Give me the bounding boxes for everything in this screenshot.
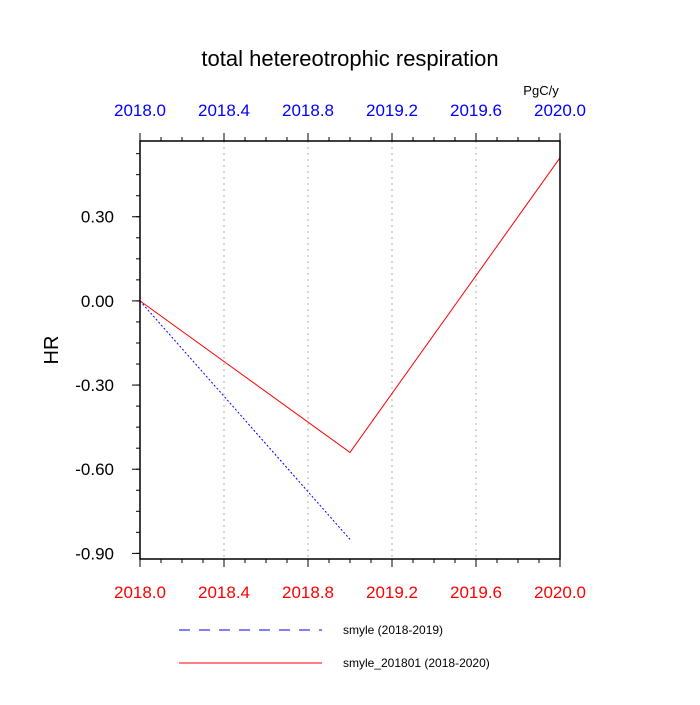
legend-label: smyle_201801 (2018-2020) (343, 656, 490, 670)
series-line (139, 300, 351, 540)
tick-layer: 2018.0 2018.0 2018.4 2018.4 2018.8 2018.8 2019… (75, 101, 586, 602)
plot-frame (139, 140, 561, 560)
series-layer (139, 157, 561, 540)
x-tick-label-top: 2018.8 (282, 101, 334, 120)
x-tick-label-bottom: 2019.6 (450, 583, 502, 602)
x-tick-label-top: 2020.0 (534, 101, 586, 120)
x-tick-label-top: 2018.0 (114, 101, 166, 120)
y-tick-label: 0.00 (81, 292, 114, 311)
series-line (139, 157, 561, 454)
x-tick-label-top: 2018.4 (198, 101, 250, 120)
x-tick-label-top: 2019.2 (366, 101, 418, 120)
y-tick-label: -0.30 (75, 376, 114, 395)
y-tick-label: -0.90 (75, 544, 114, 563)
x-tick-label-top: 2019.6 (450, 101, 502, 120)
x-tick-label-bottom: 2020.0 (534, 583, 586, 602)
y-axis-label: HR (41, 336, 63, 365)
legend-layer: smyle (2018-2019) smyle_201801 (2018-2020… (179, 623, 490, 670)
x-tick-label-bottom: 2018.4 (198, 583, 250, 602)
x-tick-label-bottom: 2019.2 (366, 583, 418, 602)
grid-layer (223, 141, 477, 559)
y-tick-label: 0.30 (81, 208, 114, 227)
units-label: PgC/y (523, 83, 559, 98)
y-tick-label: -0.60 (75, 460, 114, 479)
chart-title: total hetereotrophic respiration (201, 46, 498, 71)
x-tick-label-bottom: 2018.0 (114, 583, 166, 602)
x-tick-label-bottom: 2018.8 (282, 583, 334, 602)
legend-label: smyle (2018-2019) (343, 623, 443, 637)
